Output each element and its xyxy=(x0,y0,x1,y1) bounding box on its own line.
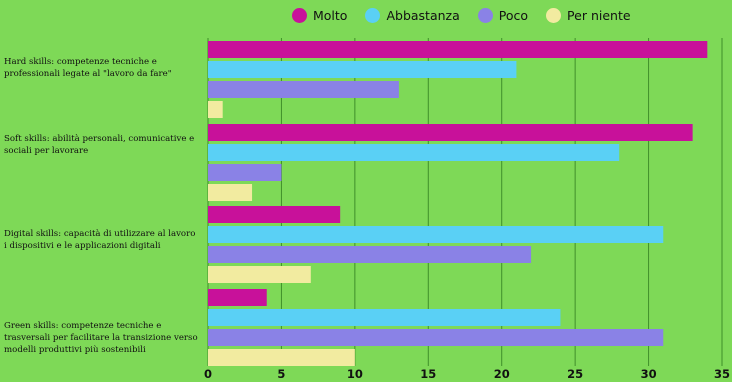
legend-swatch-molto xyxy=(292,8,307,23)
legend-item-molto: Molto xyxy=(292,8,347,23)
legend-label-per-niente: Per niente xyxy=(567,8,631,23)
x-tick-label-5: 5 xyxy=(277,367,285,381)
bar-poco-category-4 xyxy=(208,329,664,346)
category-label-hard-skills: Hard skills: competenze tecniche e profe… xyxy=(4,57,172,79)
legend-item-per-niente: Per niente xyxy=(546,8,631,23)
bar-poco-category-3 xyxy=(208,246,532,263)
x-tick-label-20: 20 xyxy=(494,367,510,381)
bar-poco-category-2 xyxy=(208,164,282,181)
category-label-green-skills: Green skills: competenze tecniche e tras… xyxy=(4,321,198,355)
category-label-digital-skills: Digital skills: capacità di utilizzare a… xyxy=(4,229,196,251)
x-tick-label-25: 25 xyxy=(567,367,583,381)
category-label-soft-skills: Soft skills: abilità personali, comunica… xyxy=(4,134,195,156)
legend-label-molto: Molto xyxy=(313,8,348,23)
legend-label-poco: Poco xyxy=(498,8,529,23)
bar-poco-category-1 xyxy=(208,81,399,98)
bar-per-niente-category-3 xyxy=(208,266,311,283)
bar-abbastanza-category-4 xyxy=(208,309,561,326)
legend-swatch-poco xyxy=(477,8,493,23)
bar-abbastanza-category-2 xyxy=(208,144,620,161)
legend-swatch-abbastanza xyxy=(365,8,381,23)
bar-molto-category-3 xyxy=(208,206,341,223)
bar-per-niente-category-2 xyxy=(208,184,253,201)
x-tick-label-0: 0 xyxy=(204,367,212,381)
bar-abbastanza-category-3 xyxy=(208,226,664,243)
legend-item-abbastanza: Abbastanza xyxy=(365,8,460,23)
legend-label-abbastanza: Abbastanza xyxy=(386,8,460,23)
legend-swatch-per-niente xyxy=(546,8,562,23)
bar-molto-category-2 xyxy=(208,124,693,141)
x-tick-label-10: 10 xyxy=(347,367,363,381)
bar-per-niente-category-4 xyxy=(208,349,355,366)
bar-molto-category-1 xyxy=(208,41,708,58)
bar-per-niente-category-1 xyxy=(208,101,223,118)
legend-item-poco: Poco xyxy=(477,8,529,23)
x-tick-label-30: 30 xyxy=(641,367,657,381)
legend: Molto Abbastanza Poco Per niente xyxy=(292,8,649,23)
x-tick-label-35: 35 xyxy=(714,367,730,381)
bar-abbastanza-category-1 xyxy=(208,61,517,78)
bar-molto-category-4 xyxy=(208,289,267,306)
x-tick-label-15: 15 xyxy=(420,367,436,381)
